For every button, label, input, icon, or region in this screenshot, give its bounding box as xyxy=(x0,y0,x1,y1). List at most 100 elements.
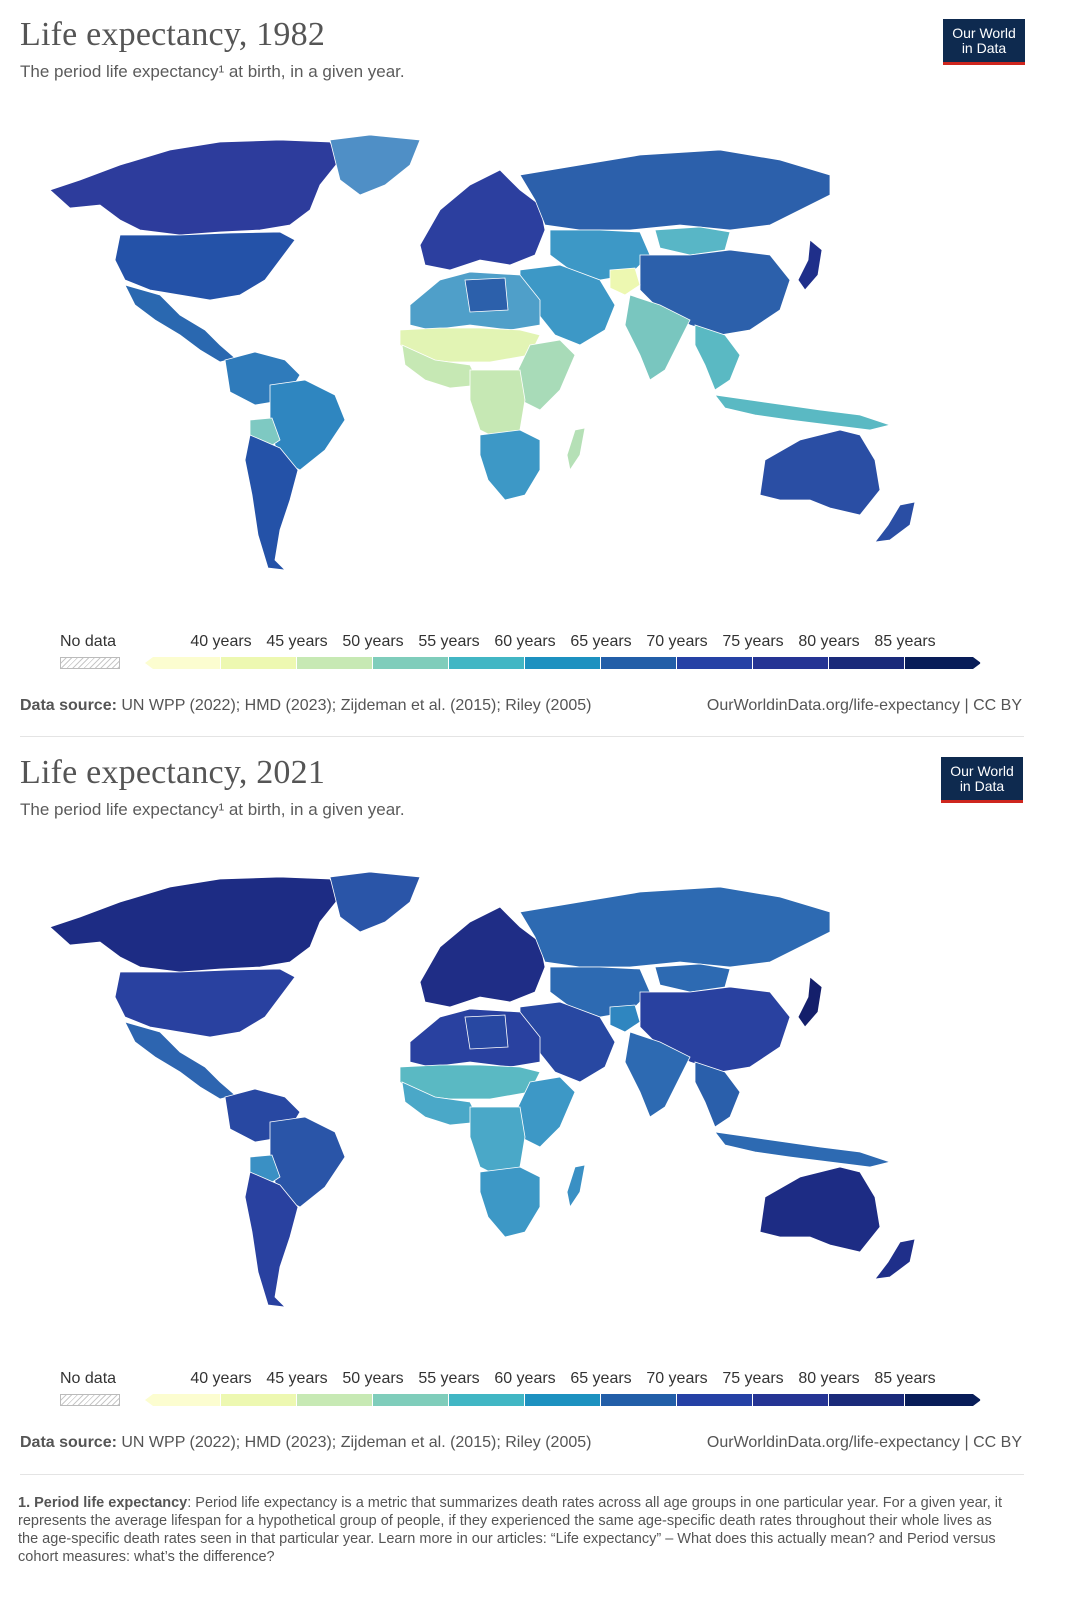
region-west-africa[interactable] xyxy=(401,1081,481,1126)
logo-line1: Our World xyxy=(952,25,1016,41)
legend-swatch[interactable] xyxy=(753,657,829,669)
region-afghanistan[interactable] xyxy=(609,267,641,296)
legend-swatch[interactable] xyxy=(221,1394,297,1406)
color-legend: No data 40 years 45 years 50 years 55 years… xyxy=(60,1370,1020,1420)
region-mongolia[interactable] xyxy=(654,963,731,993)
legend-tick-label: 45 years xyxy=(266,633,328,650)
chart-subtitle: The period life expectancy¹ at birth, in… xyxy=(20,62,405,81)
legend-swatch[interactable] xyxy=(753,1394,829,1406)
region-afghanistan[interactable] xyxy=(609,1004,641,1033)
region-usa[interactable] xyxy=(114,968,296,1038)
region-north-america[interactable] xyxy=(49,876,341,973)
legend-swatch[interactable] xyxy=(677,1394,753,1406)
region-greenland[interactable] xyxy=(329,871,421,933)
legend-tick-label: 60 years xyxy=(494,1370,556,1387)
region-europe[interactable] xyxy=(419,169,546,271)
region-north-america[interactable] xyxy=(49,139,341,236)
region-libya[interactable] xyxy=(464,1014,509,1050)
footnote-label: 1. Period life expectancy xyxy=(18,1495,188,1511)
region-madagascar[interactable] xyxy=(566,427,586,472)
region-indonesia[interactable] xyxy=(714,1131,892,1168)
panel-2021: Life expectancy, 2021 The period life ex… xyxy=(0,737,1080,1473)
region-india[interactable] xyxy=(624,294,691,381)
legend-tick-label: 60 years xyxy=(494,633,556,650)
region-central-africa[interactable] xyxy=(469,1106,526,1178)
region-japan[interactable] xyxy=(797,239,823,291)
legend-tick-label: 65 years xyxy=(570,1370,632,1387)
region-se-asia[interactable] xyxy=(694,324,741,391)
legend-swatch[interactable] xyxy=(373,657,449,669)
region-australia[interactable] xyxy=(759,429,881,516)
chart-title: Life expectancy, 1982 xyxy=(20,16,326,53)
data-source-text: UN WPP (2022); HMD (2023); Zijdeman et a… xyxy=(121,697,592,714)
data-source: Data source: UN WPP (2022); HMD (2023); … xyxy=(20,697,591,715)
color-legend: No data 40 years 45 years 50 years 55 years… xyxy=(60,633,1020,683)
legend-tick-label: 55 years xyxy=(418,633,480,650)
chart-subtitle: The period life expectancy¹ at birth, in… xyxy=(20,800,405,819)
legend-swatch[interactable] xyxy=(221,657,297,669)
legend-swatch[interactable] xyxy=(829,657,905,669)
legend-color-bar xyxy=(145,1394,981,1406)
region-southern-africa[interactable] xyxy=(479,1166,541,1238)
legend-swatch[interactable] xyxy=(449,1394,525,1406)
region-central-africa[interactable] xyxy=(469,369,526,441)
region-australia[interactable] xyxy=(759,1166,881,1253)
region-madagascar[interactable] xyxy=(566,1164,586,1209)
legend-swatch[interactable] xyxy=(601,657,677,669)
legend-color-bar xyxy=(145,657,981,669)
region-west-africa[interactable] xyxy=(401,344,481,389)
region-russia[interactable] xyxy=(519,886,831,968)
region-libya[interactable] xyxy=(464,277,509,313)
legend-swatch[interactable] xyxy=(145,657,221,669)
chart-title: Life expectancy, 2021 xyxy=(20,754,326,791)
legend-swatch[interactable] xyxy=(145,1394,221,1406)
legend-swatch[interactable] xyxy=(297,657,373,669)
legend-tick-label: 75 years xyxy=(722,1370,784,1387)
region-japan[interactable] xyxy=(797,976,823,1028)
world-map-1982[interactable] xyxy=(40,130,970,580)
legend-tick-label: 45 years xyxy=(266,1370,328,1387)
legend-tick-label: 70 years xyxy=(646,1370,708,1387)
data-source: Data source: UN WPP (2022); HMD (2023); … xyxy=(20,1434,591,1452)
legend-swatch[interactable] xyxy=(905,657,981,669)
region-argentina[interactable] xyxy=(244,1171,299,1308)
legend-tick-label: 80 years xyxy=(798,1370,860,1387)
region-europe[interactable] xyxy=(419,906,546,1008)
region-india[interactable] xyxy=(624,1031,691,1118)
legend-swatch[interactable] xyxy=(829,1394,905,1406)
owid-logo[interactable]: Our World in Data xyxy=(941,757,1023,803)
logo-line2: in Data xyxy=(959,778,1005,794)
legend-swatch[interactable] xyxy=(525,657,601,669)
legend-swatch[interactable] xyxy=(905,1394,981,1406)
legend-swatch[interactable] xyxy=(525,1394,601,1406)
no-data-swatch[interactable] xyxy=(60,1394,120,1406)
legend-tick-label: 50 years xyxy=(342,1370,404,1387)
region-argentina[interactable] xyxy=(244,434,299,571)
region-southern-africa[interactable] xyxy=(479,429,541,501)
legend-swatch[interactable] xyxy=(601,1394,677,1406)
region-usa[interactable] xyxy=(114,231,296,301)
region-greenland[interactable] xyxy=(329,134,421,196)
region-indonesia[interactable] xyxy=(714,394,892,431)
legend-swatch[interactable] xyxy=(297,1394,373,1406)
no-data-swatch[interactable] xyxy=(60,657,120,669)
legend-tick-label: 80 years xyxy=(798,633,860,650)
region-mongolia[interactable] xyxy=(654,226,731,256)
owid-logo[interactable]: Our World in Data xyxy=(943,19,1025,65)
region-russia[interactable] xyxy=(519,149,831,231)
legend-swatch[interactable] xyxy=(677,657,753,669)
data-source-label: Data source: xyxy=(20,697,117,714)
source-url-link[interactable]: OurWorldinData.org/life-expectancy | CC … xyxy=(706,697,1022,714)
no-data-label: No data xyxy=(60,633,117,650)
world-map-2021[interactable] xyxy=(40,867,970,1317)
region-se-asia[interactable] xyxy=(694,1061,741,1128)
legend-swatch[interactable] xyxy=(373,1394,449,1406)
source-url-link[interactable]: OurWorldinData.org/life-expectancy | CC … xyxy=(706,1434,1022,1451)
region-new-zealand[interactable] xyxy=(874,501,916,543)
legend-tick-label: 75 years xyxy=(722,633,784,650)
data-source-text: UN WPP (2022); HMD (2023); Zijdeman et a… xyxy=(121,1434,592,1451)
footnote: 1. Period life expectancy: Period life e… xyxy=(18,1494,1008,1566)
region-new-zealand[interactable] xyxy=(874,1238,916,1280)
legend-swatch[interactable] xyxy=(449,657,525,669)
legend-tick-label: 55 years xyxy=(418,1370,480,1387)
